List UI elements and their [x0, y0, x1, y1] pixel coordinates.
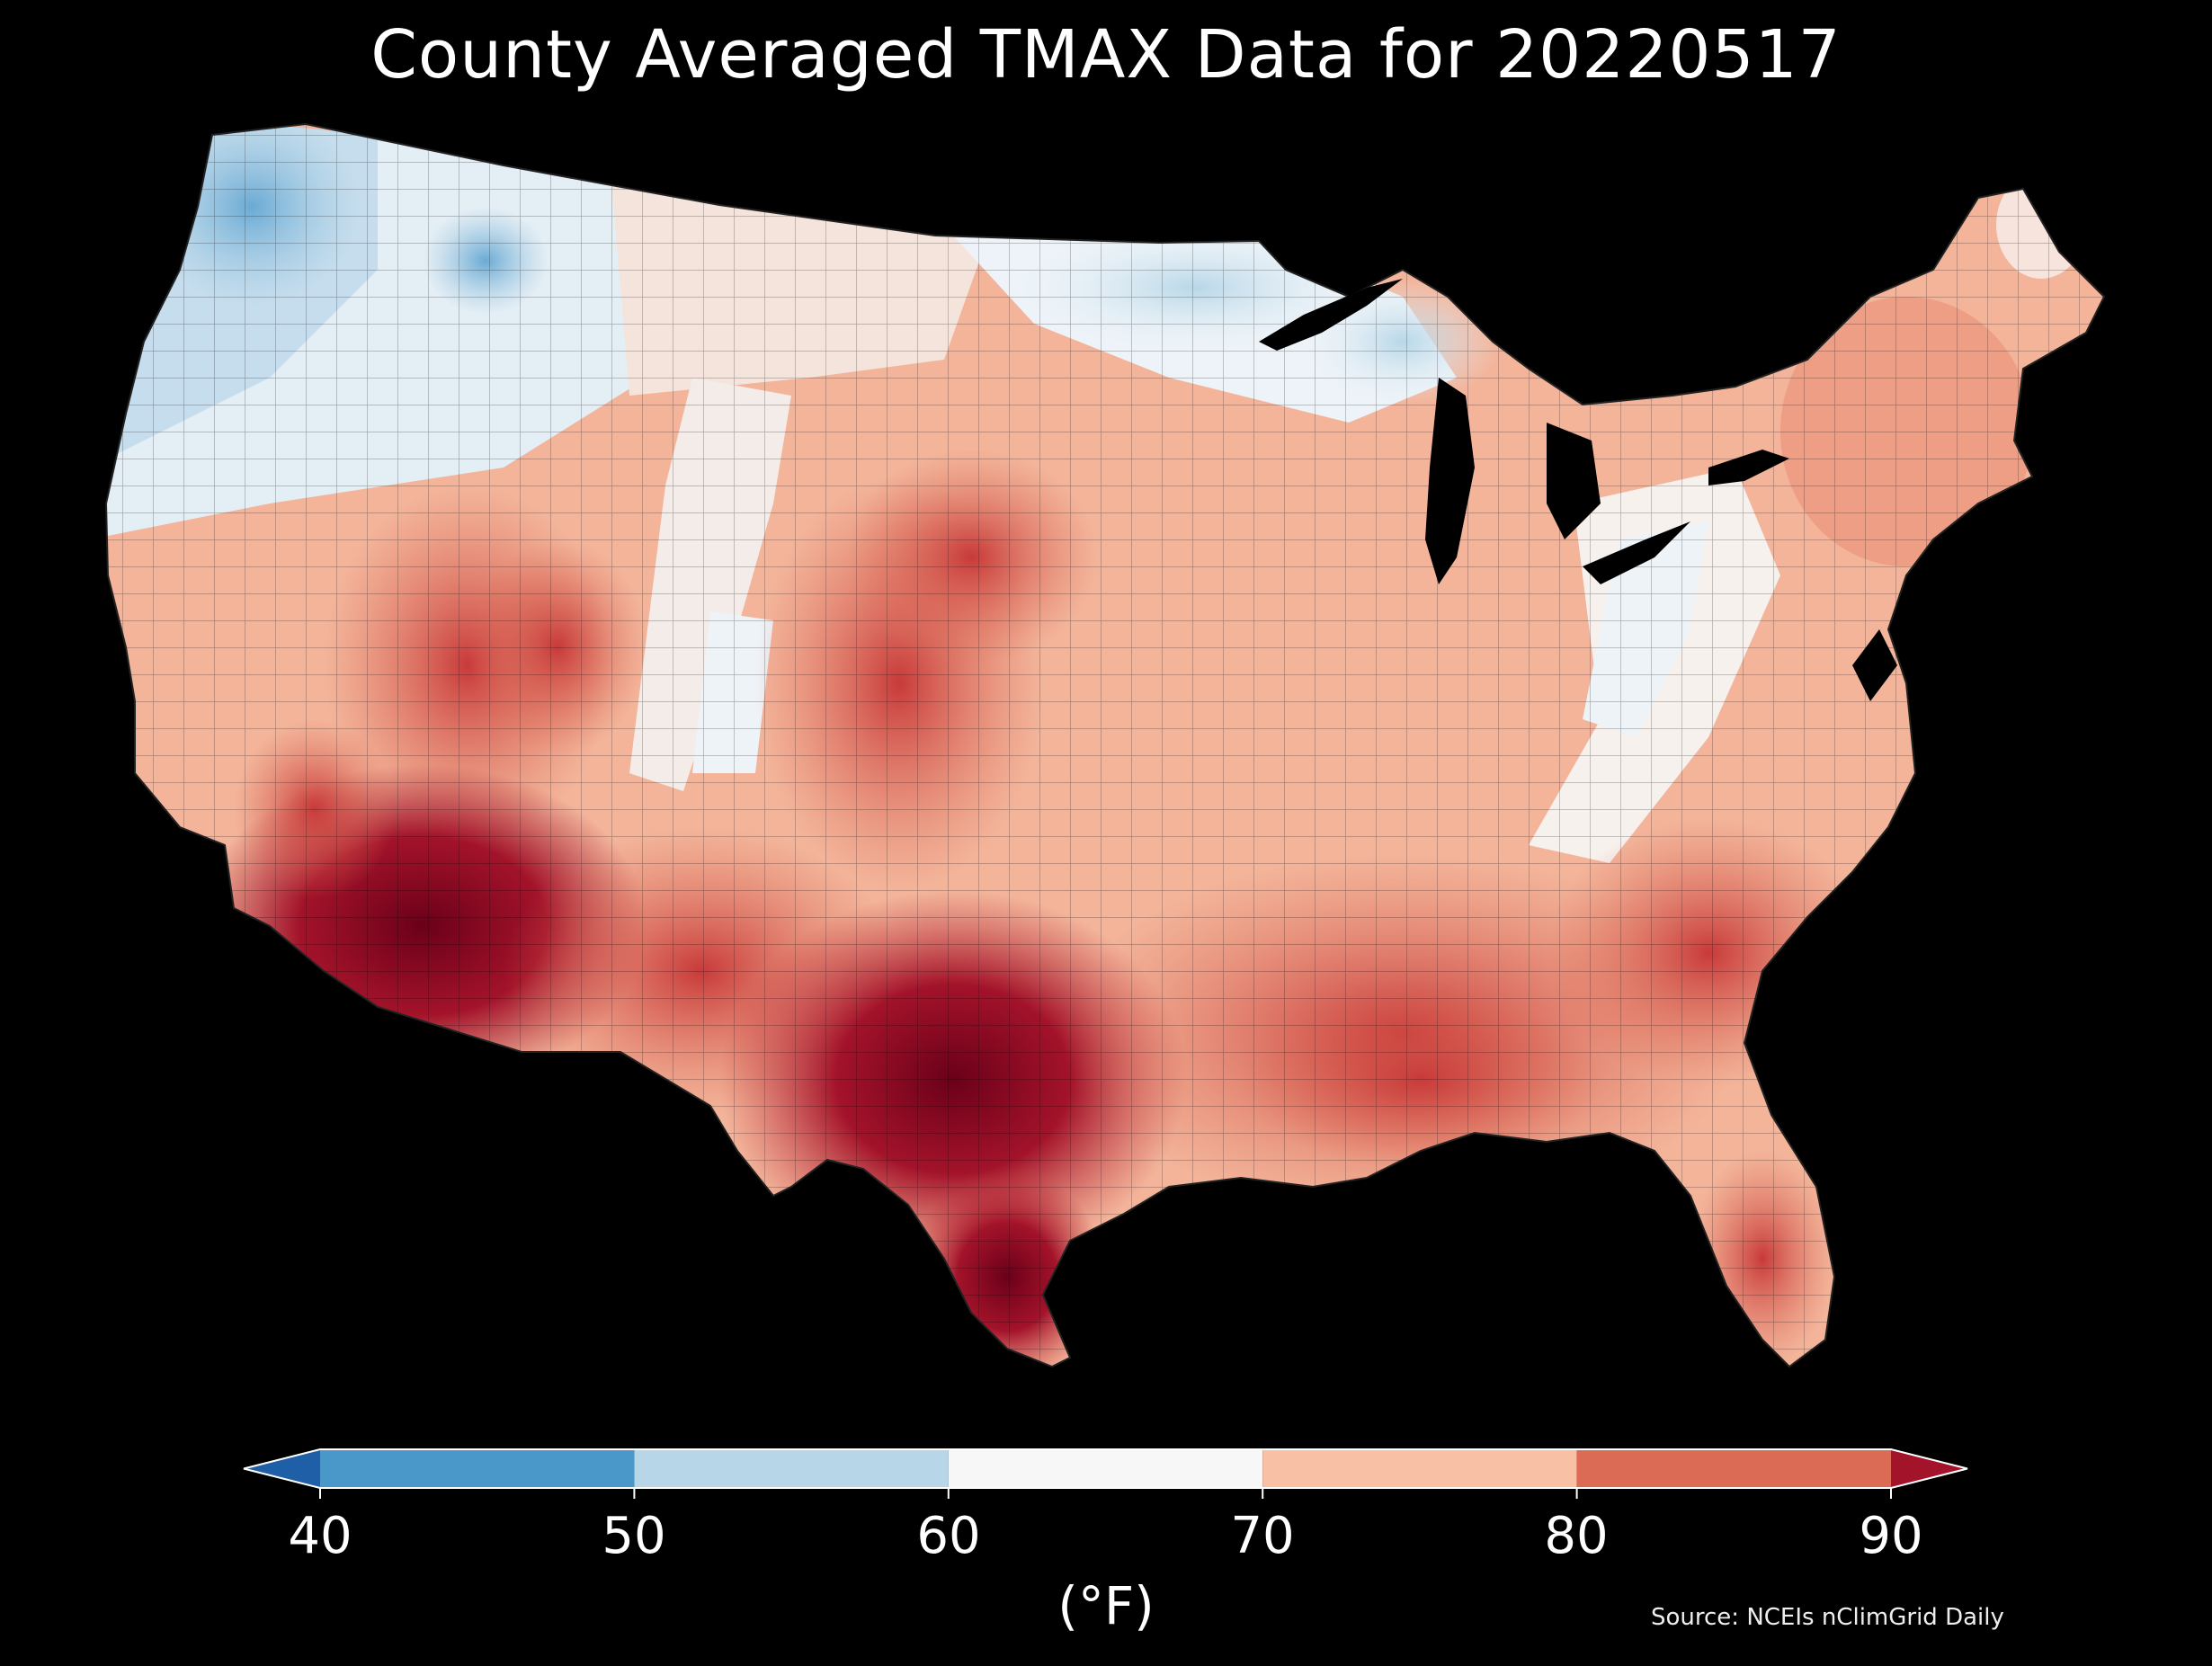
colorbar-under-triangle	[244, 1449, 320, 1488]
colorbar-bin-80-90	[1576, 1449, 1891, 1488]
map-title: County Averaged TMAX Data for 20220517	[370, 16, 1842, 94]
lake-erie	[1583, 521, 1690, 584]
colorbar-bin-60-70	[948, 1449, 1263, 1488]
colorbar-tick-70: 70	[1230, 1507, 1295, 1565]
lake-michigan	[1425, 378, 1475, 584]
lake-superior	[1259, 279, 1403, 351]
colorbar-tick-40: 40	[288, 1507, 352, 1565]
colorbar-unit-label: (°F)	[1057, 1575, 1155, 1636]
great-lakes	[1259, 279, 1897, 701]
colorbar-tick-60: 60	[916, 1507, 981, 1565]
chesapeake-bay	[1852, 629, 1897, 701]
colorbar-bin-70-80	[1262, 1449, 1577, 1488]
colorbar-tick-50: 50	[602, 1507, 666, 1565]
colorbar-tick-90: 90	[1859, 1507, 1923, 1565]
source-note: Source: NCEIs nClimGrid Daily	[1651, 1604, 2004, 1631]
lake-ontario	[1708, 450, 1789, 486]
colorbar-tick-80: 80	[1544, 1507, 1609, 1565]
lake-huron	[1547, 423, 1601, 539]
us-border	[104, 122, 2106, 1368]
colorbar-bin-40-50	[320, 1449, 635, 1488]
colorbar-over-triangle	[1891, 1449, 1967, 1488]
colorbar-bin-50-60	[634, 1449, 949, 1488]
